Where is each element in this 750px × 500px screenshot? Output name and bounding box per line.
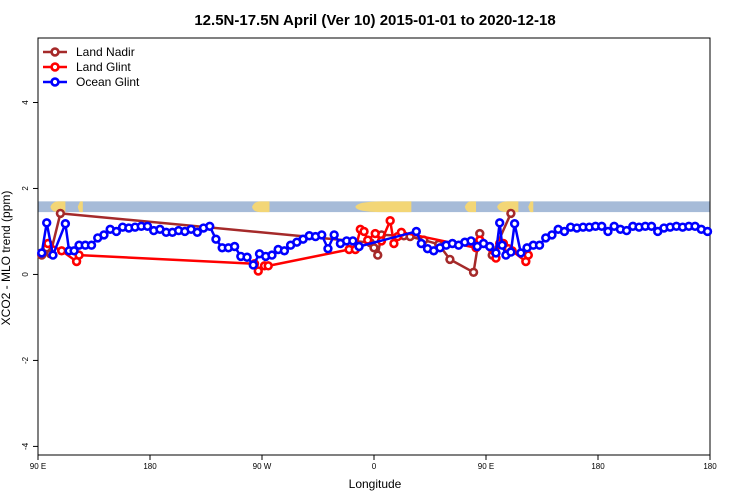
data-point (99, 230, 109, 240)
y-tick-label: 2 (21, 186, 30, 191)
land-ocean-mask (38, 201, 710, 213)
data-point (348, 236, 358, 246)
x-tick-label: 180 (143, 462, 157, 471)
data-point (416, 238, 426, 249)
data-point (56, 246, 67, 256)
data-point (192, 227, 202, 238)
data-point (445, 254, 455, 265)
data-point (547, 230, 557, 240)
data-point (485, 241, 495, 252)
data-point (466, 236, 476, 246)
data-point (205, 221, 215, 231)
data-point (506, 208, 516, 219)
land-patch (528, 201, 534, 213)
data-point (373, 250, 383, 260)
chart-title: 12.5N-17.5N April (Ver 10) 2015-01-01 to… (194, 12, 555, 29)
series-ocean-glint (37, 218, 713, 270)
data-point (37, 248, 47, 258)
x-tick-label: 90 W (253, 462, 272, 471)
data-point (494, 218, 505, 228)
data-point (55, 208, 66, 219)
data-point (411, 226, 422, 237)
data-point (491, 248, 501, 258)
land-patch (77, 201, 83, 213)
data-point (516, 248, 526, 258)
data-point (354, 241, 364, 252)
data-point (509, 219, 520, 229)
data-point (48, 250, 58, 260)
data-point (42, 218, 52, 228)
data-point (317, 230, 327, 240)
data-point (248, 260, 258, 270)
y-axis-title: XCO2 - MLO trend (ppm) (0, 191, 13, 326)
axes: 90 E 180 90 W 0 90 E 180 180 -4 -2 0 2 4 (21, 37, 717, 471)
data-point (389, 238, 399, 249)
data-point (111, 226, 122, 237)
data-point (359, 226, 369, 237)
y-tick-label: 0 (21, 272, 30, 277)
legend-label: Land Nadir (76, 45, 135, 59)
legend-label: Land Glint (76, 60, 131, 74)
data-point (603, 226, 613, 237)
series-group (37, 208, 713, 277)
data-point (370, 228, 380, 239)
legend-swatch-marker (50, 62, 60, 72)
y-tick-label: -4 (21, 442, 30, 450)
x-tick-label: 90 E (30, 462, 46, 471)
data-point (621, 225, 632, 236)
data-point (702, 226, 713, 237)
data-point (242, 252, 252, 262)
data-point (497, 240, 507, 250)
data-point (506, 247, 516, 257)
data-point (559, 226, 570, 237)
land-patch (355, 201, 412, 213)
x-axis-title: Longitude (349, 477, 402, 491)
data-point (523, 250, 534, 260)
data-point (229, 241, 240, 252)
legend-swatch-marker (50, 47, 60, 57)
x-tick-label: 180 (703, 462, 717, 471)
legend-swatch-marker (50, 77, 60, 87)
x-tick-label: 90 E (478, 462, 494, 471)
data-point (597, 221, 607, 231)
data-point (369, 243, 379, 253)
data-point (253, 266, 263, 276)
data-point (646, 221, 657, 231)
data-point (279, 246, 290, 256)
data-point (142, 221, 153, 231)
data-point (534, 240, 545, 250)
y-tick-label: 4 (21, 100, 30, 105)
data-point (323, 243, 333, 254)
y-tick-label: -2 (21, 356, 30, 364)
data-point (267, 250, 277, 260)
data-point (211, 234, 221, 244)
data-point (69, 246, 79, 256)
land-patch (464, 201, 477, 213)
data-point (385, 216, 395, 226)
x-tick-label: 0 (372, 462, 377, 471)
legend-label: Ocean Glint (76, 75, 140, 89)
data-point (263, 261, 273, 271)
data-point (86, 240, 97, 250)
data-point (60, 219, 71, 229)
x-tick-label: 180 (591, 462, 605, 471)
data-point (329, 230, 339, 240)
data-point (468, 267, 479, 277)
land-patch (252, 201, 270, 213)
